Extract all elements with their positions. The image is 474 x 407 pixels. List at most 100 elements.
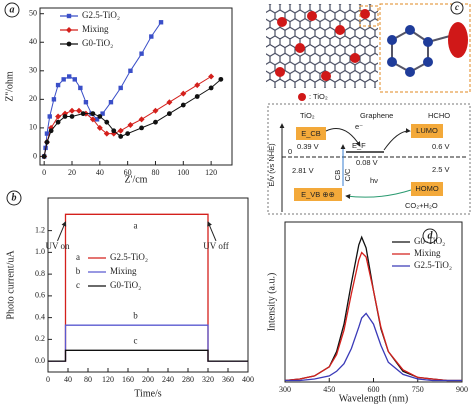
annotation-arrow — [207, 221, 217, 242]
energy-label: E/v (vs NHE) — [267, 143, 276, 187]
v039-label: 0.39 V — [297, 142, 319, 151]
x-tick-label: 320 — [202, 375, 214, 384]
x-tick-label: 80 — [151, 168, 159, 177]
legend-label: Mixing — [82, 24, 109, 34]
marker — [218, 76, 224, 82]
y-tick-label: 40 — [29, 37, 37, 46]
curve-tag: c — [134, 335, 138, 345]
series-line — [48, 349, 248, 362]
x-tick-label: 900 — [456, 385, 468, 394]
tio2-label: TiO₂ — [300, 111, 315, 120]
v06-label: 0.6 V — [432, 142, 450, 151]
marker — [118, 134, 124, 139]
x-tick-label: 200 — [142, 375, 154, 384]
y-tick-label: 1.2 — [35, 225, 45, 234]
legend-marker — [66, 41, 72, 47]
y-tick-label: 0.4 — [35, 312, 45, 321]
marker — [127, 122, 134, 129]
legend-label: G2.5-TiO₂ — [82, 10, 120, 20]
y-tick-label: 20 — [29, 94, 37, 103]
evb-label: E_VB ⊕⊕ — [301, 190, 335, 199]
marker — [166, 111, 172, 117]
marker — [117, 127, 124, 134]
panel-badge — [450, 1, 464, 15]
series-line — [48, 324, 248, 362]
marker — [44, 131, 50, 136]
marker — [149, 34, 154, 39]
legend-label: G2.5-TiO₂ — [414, 260, 452, 270]
diagram: : TiO₂ E/v (vs NHE) 0 TiO₂ Graphene HCHO… — [266, 1, 471, 215]
energy-box — [267, 103, 471, 215]
cc-label: C/C — [343, 168, 352, 182]
series-line — [43, 22, 162, 157]
homo-box — [411, 182, 443, 196]
x-tick-label: 160 — [122, 375, 134, 384]
v25-label: 2.5 V — [432, 165, 450, 174]
panel-label: d — [428, 230, 434, 241]
marker — [48, 124, 55, 131]
x-tick-label: 120 — [205, 168, 217, 177]
legend-label: Mixing — [414, 248, 441, 258]
electron-arrow — [325, 128, 361, 147]
homo-label: HOMO — [415, 184, 438, 193]
zoom-box — [359, 5, 379, 27]
x-tick-label: 360 — [222, 375, 234, 384]
legend-label: G2.5-TiO₂ — [110, 252, 148, 262]
x-tick-label: 240 — [162, 375, 174, 384]
zero-label: 0 — [288, 147, 292, 156]
x-tick-label: 0 — [46, 375, 50, 384]
marker — [194, 94, 200, 99]
marker — [80, 111, 86, 117]
panel-badge — [4, 2, 20, 18]
marker — [78, 85, 83, 91]
series-line — [284, 235, 462, 382]
y-tick-label: 0.8 — [35, 269, 45, 278]
marker — [89, 116, 96, 123]
marker — [208, 85, 214, 91]
annotation: UV on — [45, 241, 70, 251]
x-tick-label: 280 — [182, 375, 194, 384]
oxidation-arrow — [345, 189, 412, 199]
hcho-label: HCHO — [428, 111, 450, 120]
panel-badge — [422, 228, 438, 244]
marker — [103, 130, 110, 137]
y-tick-label: 0 — [33, 151, 37, 160]
x-axis-label: Time/s — [134, 388, 162, 399]
marker — [108, 100, 114, 105]
tio2-particles — [275, 9, 370, 81]
marker — [51, 97, 57, 102]
marker — [55, 113, 62, 120]
marker — [94, 117, 100, 122]
curve-tag: a — [134, 220, 138, 230]
x-tick-label: 300 — [279, 385, 291, 394]
marker — [61, 77, 66, 82]
marker — [44, 139, 50, 145]
x-axis-label: Wavelength (nm) — [339, 393, 408, 404]
marker — [48, 128, 54, 134]
legend-marker — [66, 27, 72, 33]
marker — [166, 99, 173, 106]
inset-atoms — [387, 25, 433, 77]
x-tick-label: 400 — [242, 375, 254, 384]
marker — [62, 114, 68, 119]
legend-text: : TiO₂ — [309, 92, 328, 101]
marker — [139, 125, 144, 131]
marker — [125, 131, 131, 137]
x-tick-label: 120 — [102, 375, 114, 384]
marker — [69, 107, 75, 114]
panel-label: a — [10, 4, 15, 15]
y-tick-label: 30 — [29, 66, 37, 75]
x-tick-label: 0 — [42, 168, 46, 177]
graphene-label: Graphene — [360, 111, 393, 120]
marker — [55, 119, 61, 125]
electron-label: e⁻ — [355, 122, 363, 131]
legend-label: Mixing — [110, 266, 137, 276]
panel-badge — [6, 190, 22, 206]
x-tick-label: 60 — [124, 168, 132, 177]
evb-box — [294, 188, 342, 201]
x-tick-label: 750 — [412, 385, 424, 394]
hv-label: hν — [370, 176, 378, 185]
x-tick-label: 40 — [96, 168, 104, 177]
ecb-box — [296, 127, 326, 140]
